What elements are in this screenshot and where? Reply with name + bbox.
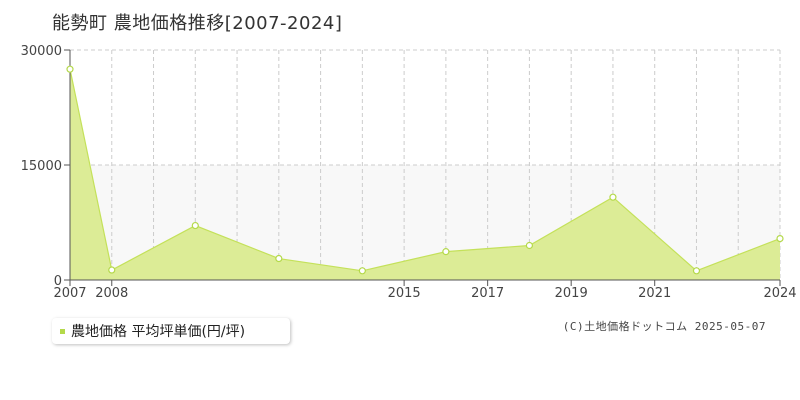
- data-point: [191, 221, 199, 230]
- copyright: (C)土地価格ドットコム 2025-05-07: [562, 320, 766, 333]
- page-title: 能勢町 農地価格推移[2007-2024]: [52, 13, 343, 34]
- data-point: [609, 193, 617, 201]
- data-point: [525, 241, 534, 250]
- x-tick-label: 2019: [555, 286, 588, 301]
- legend: 農地価格 平均坪単価(円/坪): [52, 318, 290, 344]
- series-area: [70, 69, 780, 281]
- area-layer: [69, 69, 781, 281]
- x-tick-label: 2021: [638, 286, 671, 301]
- data-point: [442, 248, 450, 256]
- data-point: [275, 254, 283, 263]
- x-tick-label: 2007: [53, 286, 86, 301]
- y-tick-label: 15000: [21, 159, 62, 174]
- series-line: [69, 69, 781, 272]
- marker-layer: [66, 65, 784, 275]
- legend-label: 農地価格 平均坪単価(円/坪): [71, 324, 246, 340]
- x-tick-label: 2024: [763, 286, 796, 301]
- x-tick-label: 2015: [388, 286, 421, 301]
- data-point: [358, 267, 366, 275]
- x-tick-label: 2017: [471, 286, 504, 301]
- legend-swatch: [60, 328, 65, 334]
- axis-layer: 0 15000 30000 2007 2008 2015 2017 2019 2021 2024: [21, 44, 797, 301]
- data-point: [776, 235, 784, 243]
- data-point: [66, 65, 74, 73]
- x-tick-label: 2008: [95, 286, 128, 301]
- y-tick-label: 30000: [21, 44, 62, 59]
- y-tick-label: 0: [54, 274, 62, 289]
- data-point: [108, 266, 116, 274]
- data-point: [692, 267, 701, 275]
